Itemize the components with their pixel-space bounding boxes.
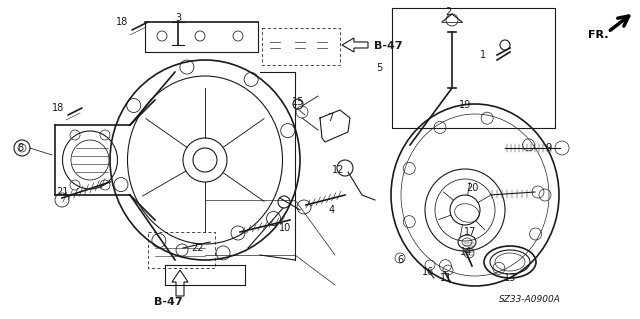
Text: 2: 2	[445, 7, 451, 17]
Text: 13: 13	[504, 273, 516, 283]
Text: 15: 15	[292, 97, 304, 107]
Text: 16: 16	[422, 267, 434, 277]
Text: SZ33-A0900A: SZ33-A0900A	[499, 295, 561, 305]
Text: 10: 10	[279, 223, 291, 233]
Text: 14: 14	[460, 247, 472, 257]
Text: B-47: B-47	[154, 297, 182, 307]
Text: 19: 19	[459, 100, 471, 110]
Text: 3: 3	[175, 13, 181, 23]
Text: 18: 18	[116, 17, 128, 27]
Text: 22: 22	[192, 243, 204, 253]
Text: 20: 20	[466, 183, 478, 193]
Text: 17: 17	[464, 227, 476, 237]
Text: 9: 9	[545, 143, 551, 153]
Text: 18: 18	[52, 103, 64, 113]
Text: 21: 21	[56, 187, 68, 197]
Text: 5: 5	[376, 63, 382, 73]
Text: B-47: B-47	[374, 41, 403, 51]
Text: 6: 6	[397, 255, 403, 265]
Text: 12: 12	[332, 165, 344, 175]
Text: 7: 7	[327, 113, 333, 123]
Text: 4: 4	[329, 205, 335, 215]
Text: FR.: FR.	[588, 30, 608, 40]
Text: 8: 8	[17, 143, 23, 153]
Text: 11: 11	[440, 273, 452, 283]
Text: 1: 1	[480, 50, 486, 60]
